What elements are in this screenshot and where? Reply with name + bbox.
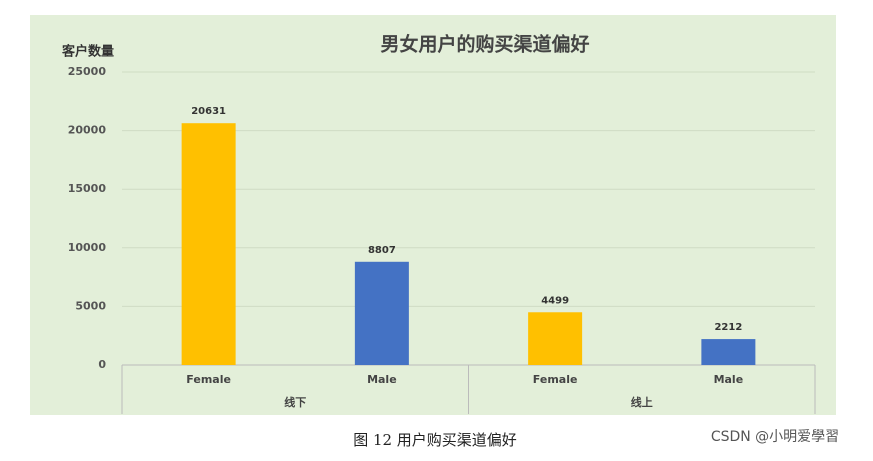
chart-title: 男女用户的购买渠道偏好 [380, 33, 589, 56]
value-label: 4499 [541, 295, 569, 306]
y-tick-label: 10000 [68, 241, 107, 254]
y-tick-label: 15000 [68, 182, 107, 195]
value-label: 20631 [191, 106, 226, 117]
y-tick-label: 0 [98, 358, 106, 371]
bar [181, 123, 236, 365]
x-tick-label: Female [533, 373, 578, 386]
bar [528, 312, 583, 365]
bar [701, 339, 756, 365]
group-label: 线下 [284, 395, 306, 409]
x-tick-label: Male [714, 373, 744, 386]
value-label: 8807 [368, 245, 396, 256]
group-label: 线上 [631, 395, 653, 409]
y-tick-label: 25000 [68, 65, 107, 78]
y-axis-label: 客户数量 [62, 44, 114, 60]
watermark: CSDN @小明爱學習 [711, 429, 839, 445]
caption: 图 12 用户购买渠道偏好 [353, 431, 517, 449]
x-tick-label: Male [367, 373, 397, 386]
y-tick-label: 5000 [75, 299, 106, 312]
y-tick-label: 20000 [68, 124, 107, 137]
value-label: 2212 [714, 322, 742, 333]
x-tick-label: Female [186, 373, 231, 386]
bar [354, 261, 409, 365]
